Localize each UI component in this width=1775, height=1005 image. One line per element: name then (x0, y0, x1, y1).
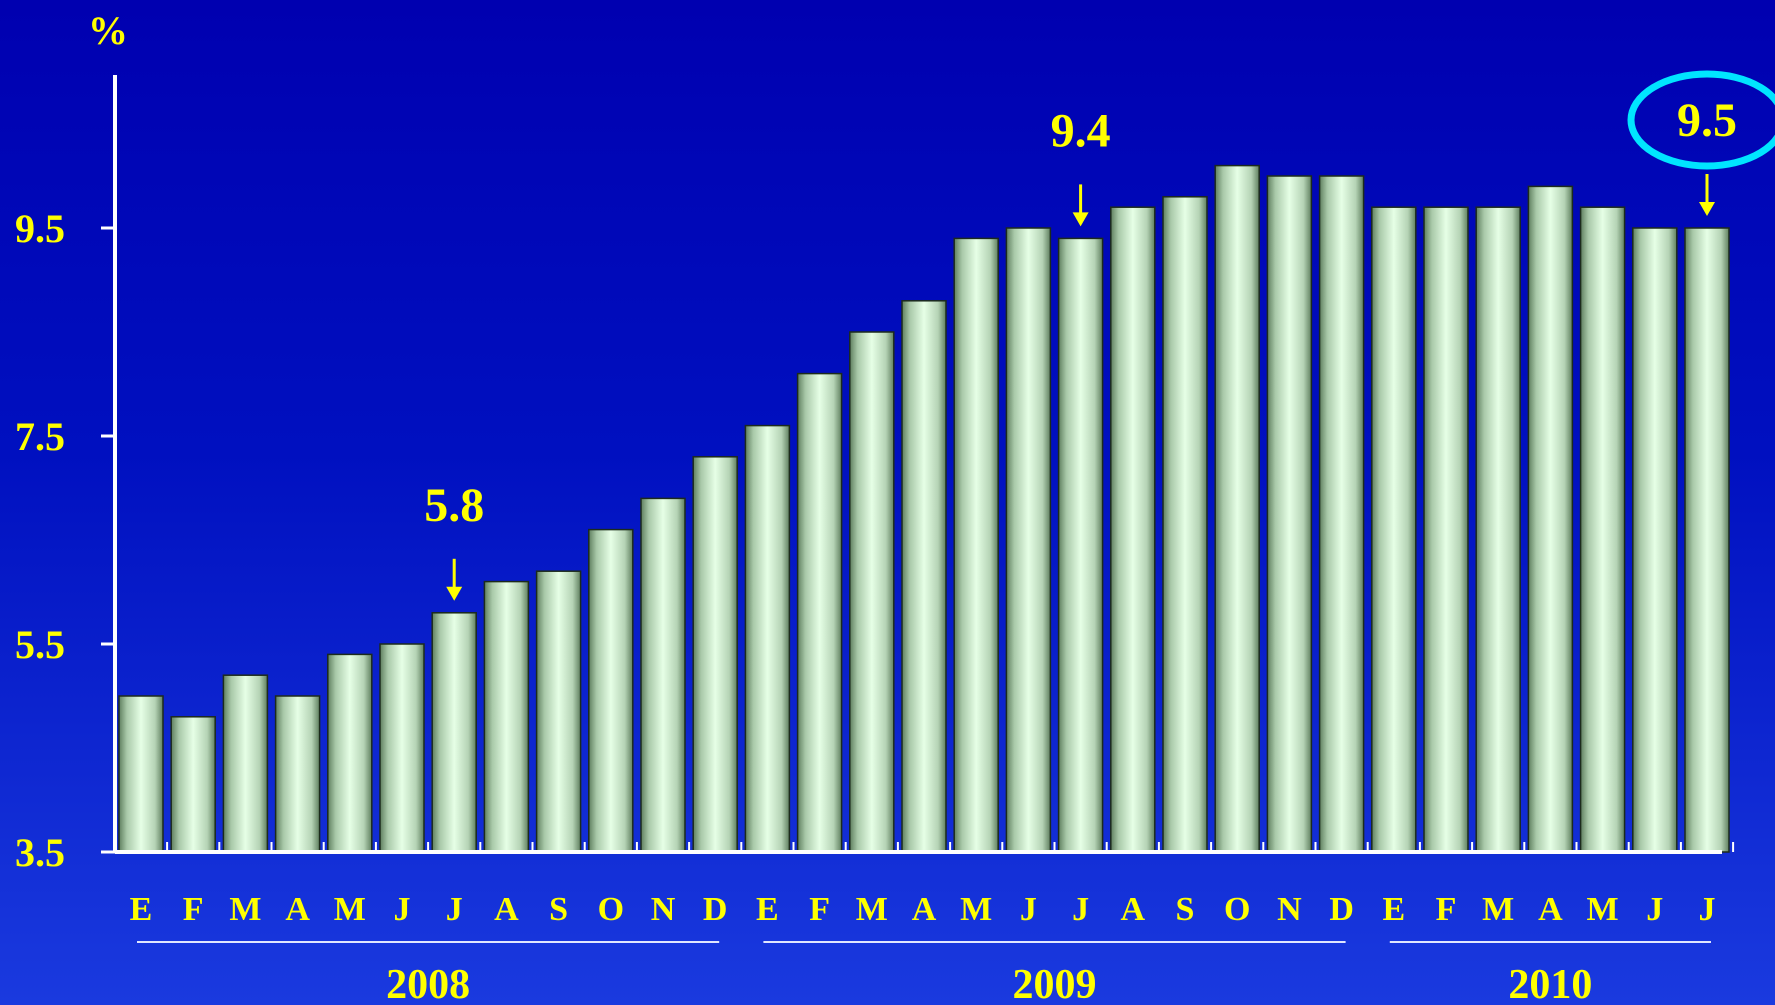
bar-22 (1266, 175, 1313, 853)
bar-20 (1162, 196, 1208, 853)
bar-19 (1110, 206, 1156, 853)
bar-18 (1057, 237, 1104, 853)
x-tick-label: N (1277, 891, 1302, 928)
x-tick-label: M (856, 891, 888, 928)
y-tick-label: 5.5 (15, 622, 65, 667)
bar-0 (118, 695, 164, 853)
x-tick-label: M (334, 891, 366, 928)
bar-28 (1579, 206, 1626, 853)
x-tick-label: N (651, 891, 676, 928)
y-tick-label: 7.5 (15, 414, 65, 459)
annotation-label: 5.8 (424, 479, 484, 532)
x-tick-label: O (1224, 891, 1250, 928)
annotation-arrow-head (1699, 202, 1715, 216)
annotation-arrow-head (446, 586, 463, 601)
x-tick-label: M (1587, 891, 1619, 928)
x-tick-label: J (1646, 891, 1663, 928)
labels-group: 3.55.57.59.5%E F M A M J J A S O N D E F M A M J J A S O N D E F M… (15, 8, 1716, 1005)
x-tick-label: J (446, 891, 463, 928)
x-tick-label: O (598, 891, 624, 928)
y-tick-label: 3.5 (15, 830, 65, 875)
bar-27 (1527, 185, 1574, 853)
x-tick-label: A (1121, 891, 1146, 928)
bar-16 (953, 237, 999, 853)
bar-26 (1475, 206, 1521, 853)
year-label: 2009 (1013, 962, 1097, 1005)
year-label: 2010 (1508, 962, 1592, 1005)
x-tick-label: M (960, 891, 992, 928)
bar-11 (692, 456, 738, 853)
x-tick-label: J (1072, 891, 1089, 928)
x-tick-label: S (549, 891, 568, 928)
bar-5 (379, 643, 425, 853)
bar-17 (1005, 227, 1052, 853)
bar-25 (1423, 206, 1469, 853)
x-tick-label: M (229, 891, 261, 928)
x-tick-label: A (912, 891, 937, 928)
axes-group (101, 75, 1735, 854)
bar-1 (170, 716, 216, 853)
annotation-arrow-head (1072, 212, 1089, 227)
x-tick-label: A (494, 891, 519, 928)
x-tick-label: A (1538, 891, 1563, 928)
bar-30 (1684, 227, 1730, 853)
bar-15 (901, 300, 947, 853)
bar-10 (640, 497, 686, 853)
bar-6 (431, 612, 477, 853)
x-tick-label: E (756, 891, 779, 928)
x-tick-label: D (703, 891, 728, 928)
x-tick-label: F (183, 891, 204, 928)
x-tick-label: D (1329, 891, 1354, 928)
bar-24 (1371, 206, 1417, 853)
x-tick-label: E (1382, 891, 1405, 928)
x-tick-label: J (1020, 891, 1037, 928)
bar-14 (849, 331, 895, 853)
bar-9 (588, 528, 634, 853)
x-tick-label: F (1436, 891, 1457, 928)
bar-4 (327, 653, 373, 853)
annotations-group: 5.8 9.4 9.5 (424, 70, 1775, 601)
x-tick-label: J (1699, 891, 1716, 928)
x-tick-label: E (130, 891, 153, 928)
highlight-ellipse (1627, 70, 1775, 170)
y-axis-unit-label: % (88, 8, 128, 53)
y-tick-label: 9.5 (15, 206, 65, 251)
annotation-label: 9.5 (1677, 94, 1737, 147)
bar-13 (796, 372, 843, 853)
x-tick-label: J (394, 891, 411, 928)
x-tick-label: A (285, 891, 310, 928)
bar-29 (1632, 227, 1678, 853)
annotation-label: 9.4 (1051, 104, 1111, 157)
x-tick-label: M (1482, 891, 1514, 928)
bar-12 (744, 424, 791, 853)
x-tick-label: S (1176, 891, 1195, 928)
bar-2 (222, 674, 269, 853)
bars-group (118, 164, 1730, 853)
year-label: 2008 (386, 962, 470, 1005)
x-tick-label: F (809, 891, 830, 928)
bar-7 (483, 580, 530, 853)
bar-3 (274, 695, 321, 853)
bar-21 (1214, 164, 1260, 853)
bar-23 (1318, 175, 1365, 853)
bar-8 (535, 570, 582, 853)
